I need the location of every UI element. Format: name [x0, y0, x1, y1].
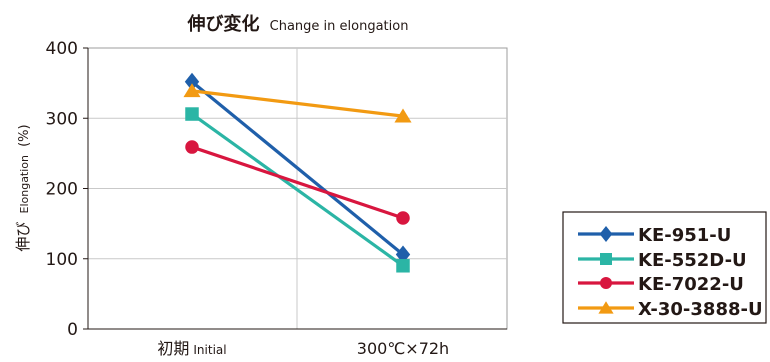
data-point-circle [396, 211, 410, 225]
data-point-square [396, 259, 410, 273]
y-tick-label: 400 [46, 39, 78, 59]
data-point-circle [600, 277, 612, 289]
y-tick-label: 200 [46, 180, 78, 200]
data-point-diamond [184, 72, 200, 91]
y-tick-label: 300 [46, 109, 78, 129]
series-line [191, 145, 404, 220]
data-point-square [185, 107, 199, 121]
legend-label: X-30-3888-U [638, 299, 763, 320]
legend-item: X-30-3888-U [578, 299, 763, 320]
x-tick-label: 300℃×72h [357, 339, 449, 358]
data-point-triangle [598, 301, 614, 314]
legend-label: KE-951-U [638, 225, 731, 246]
data-point-triangle [183, 83, 201, 98]
legend-item: KE-951-U [578, 225, 731, 246]
legend: KE-951-U KE-552D-U KE-7022-U X-30-3888-U [578, 225, 763, 320]
legend-item: KE-7022-U [578, 274, 744, 295]
series-X-30-3888-U [183, 83, 412, 123]
y-axis-label-jp: 伸び [14, 222, 32, 252]
data-point-triangle [394, 108, 412, 123]
axis-layer: 0 100 200 300 400 初期 Initial 300℃×72h [46, 39, 507, 358]
y-axis-label-unit: (%) [17, 124, 32, 147]
x-tick-label-jp: 初期 [157, 339, 189, 358]
legend-box [562, 211, 767, 324]
x-tick-label-en: Initial [193, 343, 226, 357]
series-KE-552D-U [185, 107, 410, 273]
x-tick-label: 初期 Initial [157, 339, 226, 358]
legend-label: KE-7022-U [638, 274, 744, 295]
y-axis-label: 伸び Elongation (%) [13, 124, 32, 251]
legend-item: KE-552D-U [578, 250, 747, 271]
data-point-square [600, 253, 612, 265]
x-tick-label-jp: 300℃×72h [357, 339, 449, 358]
y-axis-label-en: Elongation [18, 155, 31, 214]
chart-title: 伸び変化 Change in elongation [187, 13, 409, 35]
series-line [191, 89, 404, 118]
data-point-circle [185, 140, 199, 154]
series-layer [183, 72, 412, 273]
chart-title-en: Change in elongation [270, 19, 409, 34]
y-tick-label: 100 [46, 250, 78, 270]
series-KE-7022-U [185, 140, 410, 225]
series-line [191, 112, 404, 268]
chart-title-jp: 伸び変化 [187, 13, 260, 35]
legend-label: KE-552D-U [638, 250, 747, 271]
y-tick-label: 0 [67, 320, 78, 340]
data-point-diamond [599, 226, 613, 242]
series-line [190, 80, 405, 256]
